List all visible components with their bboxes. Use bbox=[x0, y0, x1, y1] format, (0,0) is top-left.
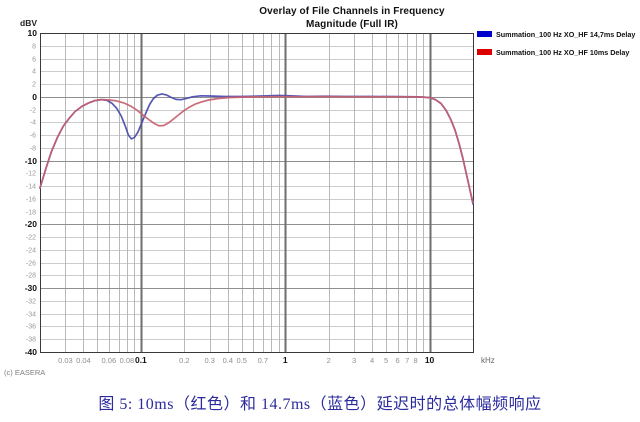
svg-text:-32: -32 bbox=[26, 299, 36, 306]
svg-text:2: 2 bbox=[327, 356, 331, 365]
svg-text:-40: -40 bbox=[25, 347, 38, 357]
svg-text:-10: -10 bbox=[25, 156, 38, 166]
svg-text:-34: -34 bbox=[26, 312, 36, 319]
svg-text:-38: -38 bbox=[26, 337, 36, 344]
legend-item-delay-14-7ms[interactable]: Summation_100 Hz XO_HF 14,7ms Delay bbox=[477, 29, 635, 39]
svg-text:3: 3 bbox=[352, 356, 356, 365]
legend: Summation_100 Hz XO_HF 14,7ms Delay Summ… bbox=[477, 29, 635, 65]
grid-minor bbox=[40, 33, 473, 352]
legend-label-delay-14-7ms: Summation_100 Hz XO_HF 14,7ms Delay bbox=[496, 29, 636, 39]
svg-text:7: 7 bbox=[405, 356, 409, 365]
svg-text:-30: -30 bbox=[25, 283, 38, 293]
svg-text:-4: -4 bbox=[30, 120, 36, 127]
x-axis-labels: 0.03 0.04 0.06 0.08 0.2 0.3 0.4 0.5 0.7 2 3 4 5 6 7 8 0.… bbox=[58, 355, 495, 365]
svg-text:0.2: 0.2 bbox=[179, 356, 189, 365]
svg-text:-22: -22 bbox=[26, 235, 36, 242]
chart-title-line2: Magnitude (Full IR) bbox=[306, 19, 398, 30]
svg-text:-24: -24 bbox=[26, 248, 36, 255]
svg-text:0.7: 0.7 bbox=[258, 356, 268, 365]
svg-text:4: 4 bbox=[32, 69, 36, 76]
svg-text:8: 8 bbox=[32, 44, 36, 51]
svg-text:6: 6 bbox=[395, 356, 399, 365]
svg-text:0.4: 0.4 bbox=[223, 356, 233, 365]
svg-text:0.06: 0.06 bbox=[102, 356, 117, 365]
plot-border bbox=[40, 33, 474, 353]
svg-text:-26: -26 bbox=[26, 261, 36, 268]
svg-text:4: 4 bbox=[370, 356, 374, 365]
svg-text:kHz: kHz bbox=[481, 356, 495, 365]
svg-text:2: 2 bbox=[32, 82, 36, 89]
svg-text:10: 10 bbox=[425, 355, 435, 365]
svg-text:0.3: 0.3 bbox=[205, 356, 215, 365]
svg-text:0.03: 0.03 bbox=[58, 356, 73, 365]
chart-title-line1: Overlay of File Channels in Frequency bbox=[259, 6, 445, 17]
svg-text:10: 10 bbox=[28, 28, 38, 38]
grid-major bbox=[40, 33, 473, 352]
svg-text:-36: -36 bbox=[26, 324, 36, 331]
svg-text:-6: -6 bbox=[30, 133, 36, 140]
svg-text:-14: -14 bbox=[26, 184, 36, 191]
legend-label-delay-10ms: Summation_100 Hz XO_HF 10ms Delay bbox=[496, 47, 630, 57]
svg-text:0.08: 0.08 bbox=[120, 356, 135, 365]
svg-text:0.1: 0.1 bbox=[135, 355, 147, 365]
svg-text:-16: -16 bbox=[26, 197, 36, 204]
legend-swatch-blue bbox=[477, 31, 492, 37]
svg-text:0.5: 0.5 bbox=[237, 356, 247, 365]
svg-text:1: 1 bbox=[283, 355, 288, 365]
svg-text:6: 6 bbox=[32, 57, 36, 64]
series-curve-red-10ms bbox=[39, 95, 474, 204]
easera-watermark: (c) EASERA bbox=[4, 368, 46, 377]
svg-text:-8: -8 bbox=[30, 146, 36, 153]
svg-text:-2: -2 bbox=[30, 108, 36, 115]
figure-caption: 图 5: 10ms（红色）和 14.7ms（蓝色）延迟时的总体幅频响应 bbox=[98, 396, 542, 413]
svg-text:0.04: 0.04 bbox=[76, 356, 91, 365]
svg-text:0: 0 bbox=[32, 92, 37, 102]
chart-title: Overlay of File Channels in Frequency Ma… bbox=[259, 5, 444, 31]
svg-text:-20: -20 bbox=[25, 219, 38, 229]
svg-text:-28: -28 bbox=[26, 273, 36, 280]
legend-item-delay-10ms[interactable]: Summation_100 Hz XO_HF 10ms Delay bbox=[477, 47, 635, 57]
svg-text:8: 8 bbox=[413, 356, 417, 365]
svg-text:-12: -12 bbox=[26, 171, 36, 178]
svg-text:-18: -18 bbox=[26, 210, 36, 217]
legend-swatch-red bbox=[477, 49, 492, 55]
frequency-response-plot: dBV100-10-20-30-408642-2-4-6-8-12-14-16-… bbox=[20, 18, 495, 365]
svg-text:dBV: dBV bbox=[20, 18, 37, 28]
svg-text:5: 5 bbox=[384, 356, 388, 365]
